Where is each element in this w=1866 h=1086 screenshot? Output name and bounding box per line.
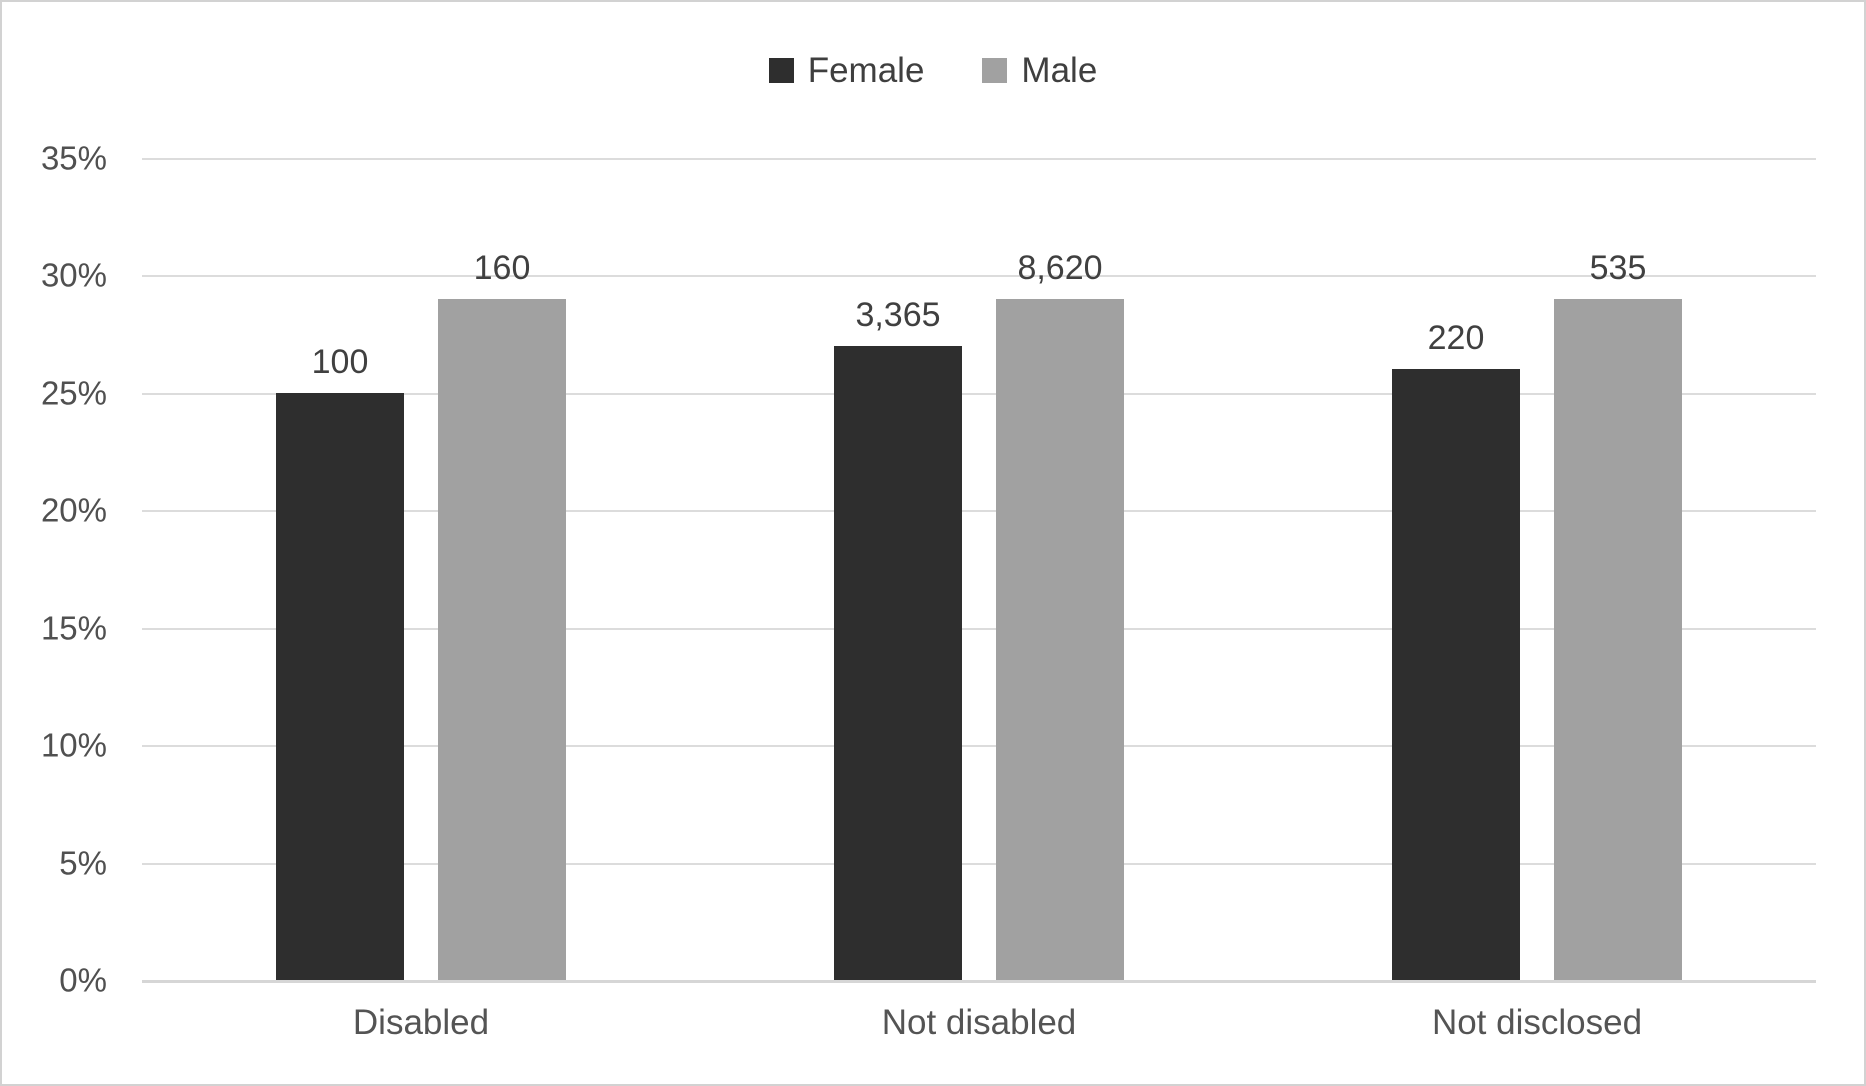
male-bar-disabled: 160 (438, 251, 566, 980)
y-tick-label-0pct: 0% (59, 961, 107, 999)
chart-legend: Female Male (2, 44, 1864, 96)
male-bar-not-disabled: 8,620 (996, 251, 1124, 980)
female-data-label-not-disabled: 3,365 (855, 295, 941, 334)
bar-groups: 100 160 3,365 8,620 220 535 (142, 158, 1816, 980)
y-tick-label-25pct: 25% (40, 374, 107, 412)
gridline-15pct (142, 627, 1816, 630)
legend-item-female: Female (768, 50, 925, 90)
x-label-not-disabled: Not disabled (881, 1003, 1077, 1042)
female-bar-not-disclosed: 220 (1392, 321, 1520, 980)
bar-group-not-disabled: 3,365 8,620 (700, 158, 1258, 980)
y-tick-label-5pct: 5% (59, 844, 107, 882)
gridline-35pct (142, 158, 1816, 160)
legend-item-male: Male (982, 53, 1097, 88)
y-axis-tick-labels: 35% 30% 25% 20% 15% 10% 5% 0% (2, 142, 107, 997)
female-bar-not-disabled: 3,365 (834, 298, 962, 980)
gridline-10pct (142, 745, 1816, 748)
gridline-30pct (142, 275, 1816, 278)
male-series-swatch-icon (982, 57, 1008, 83)
y-tick-label-15pct: 15% (40, 609, 107, 647)
y-tick-label-35pct: 35% (40, 139, 107, 177)
male-data-label-not-disclosed: 535 (1589, 248, 1647, 287)
gridline-5pct (142, 862, 1816, 865)
x-axis-category-labels: Disabled Not disabled Not disclosed (142, 1002, 1816, 1044)
male-data-label-disabled: 160 (473, 248, 531, 287)
bar-group-not-disclosed: 220 535 (1258, 158, 1816, 980)
male-bar-not-disclosed: 535 (1554, 251, 1682, 980)
y-tick-label-20pct: 20% (40, 491, 107, 529)
female-data-label-not-disclosed: 220 (1427, 319, 1485, 358)
y-tick-label-10pct: 10% (40, 726, 107, 764)
plot-area: 100 160 3,365 8,620 220 535 (142, 158, 1816, 983)
x-label-disabled: Disabled (352, 1003, 490, 1042)
gridline-20pct (142, 510, 1816, 513)
female-bar-disabled: 100 (276, 345, 404, 980)
legend-label-male: Male (1021, 50, 1098, 90)
female-series-swatch-icon (768, 57, 794, 83)
female-data-label-disabled: 100 (311, 342, 369, 381)
bar-group-disabled: 100 160 (142, 158, 700, 980)
y-tick-label-30pct: 30% (40, 256, 107, 294)
gridline-25pct (142, 392, 1816, 395)
legend-label-female: Female (807, 50, 925, 90)
male-data-label-not-disabled: 8,620 (1017, 248, 1103, 287)
x-label-not-disclosed: Not disclosed (1431, 1003, 1643, 1042)
